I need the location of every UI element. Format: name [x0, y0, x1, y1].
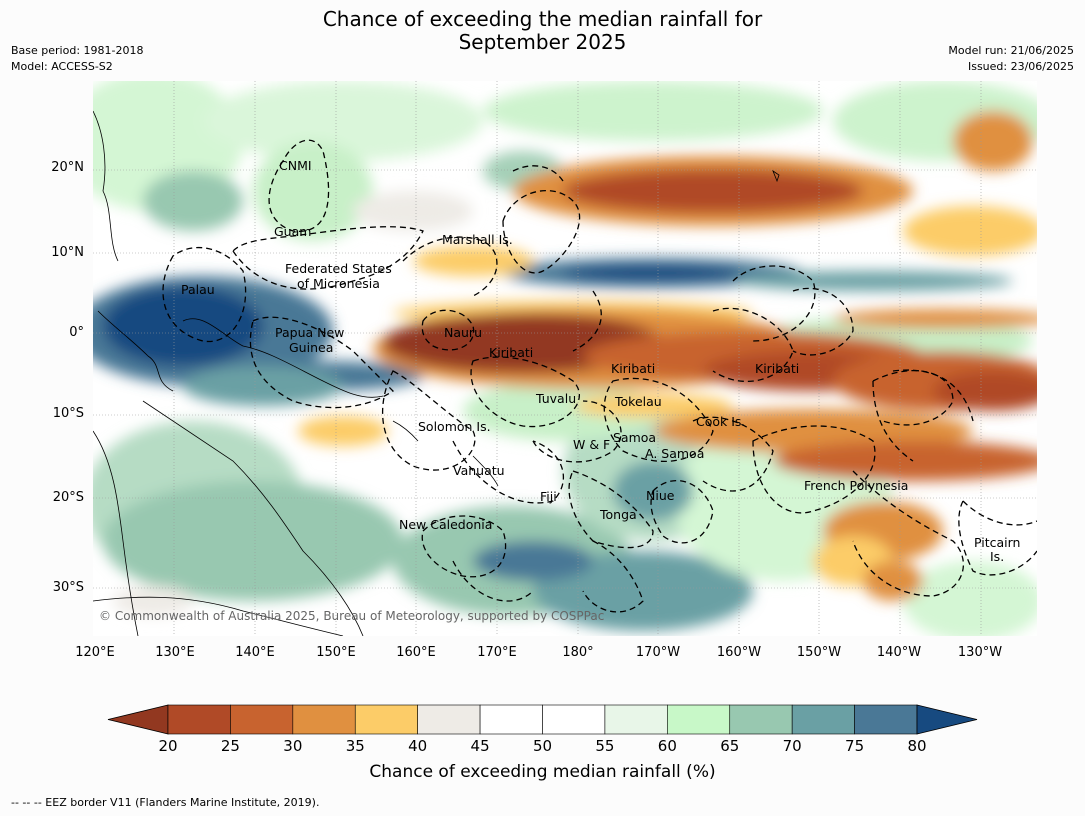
base-period: Base period: 1981-2018 — [11, 44, 144, 57]
lon-label-160e: 160°E — [396, 645, 436, 660]
colorbar-tick-label: 35 — [345, 737, 365, 755]
lat-label-20s: 20°S — [52, 490, 84, 505]
label-cnmi: CNMI — [279, 158, 312, 173]
chart-title: Chance of exceeding the median rainfall … — [0, 8, 1085, 54]
label-niue: Niue — [646, 488, 675, 503]
label-fsm-line2: of Micronesia — [297, 276, 380, 291]
lat-label-10s: 10°S — [52, 406, 84, 421]
colorbar-segment — [791, 704, 855, 735]
meta-left: Base period: 1981-2018 Model: ACCESS-S2 — [11, 43, 143, 75]
label-pitcairn-line2: Is. — [990, 549, 1004, 564]
colorbar-tick-label: 80 — [907, 737, 927, 755]
colorbar-segment — [479, 704, 543, 735]
lat-label-20n: 20°N — [51, 160, 84, 175]
label-new-caledonia: New Caledonia — [399, 517, 492, 532]
label-vanuatu: Vanuatu — [453, 463, 505, 478]
eez-borders — [162, 139, 1037, 613]
colorbar-segment — [604, 704, 668, 735]
label-nauru: Nauru — [444, 325, 482, 340]
rainfall-map: CNMI Guam Marshall Is. Federated States … — [93, 81, 1037, 636]
colorbar-tick-label: 70 — [782, 737, 802, 755]
meta-right: Model run: 21/06/2025 Issued: 23/06/2025 — [948, 43, 1074, 75]
map-canvas: CNMI Guam Marshall Is. Federated States … — [93, 81, 1037, 636]
label-palau: Palau — [181, 282, 215, 297]
lon-label-150w: 150°W — [796, 645, 842, 660]
copyright-notice: © Commonwealth of Australia 2025, Bureau… — [99, 609, 604, 623]
coastlines — [93, 110, 780, 636]
lon-label-170w: 170°W — [635, 645, 681, 660]
issued-date: Issued: 23/06/2025 — [967, 60, 1074, 73]
lat-label-30s: 30°S — [52, 580, 84, 595]
colorbar-segment — [729, 704, 793, 735]
label-pitcairn-line1: Pitcairn — [974, 535, 1020, 550]
label-guam: Guam — [274, 224, 311, 239]
graticule — [93, 81, 1037, 636]
colorbar-segment — [854, 704, 918, 735]
label-png-line2: Guinea — [289, 340, 333, 355]
label-tonga: Tonga — [599, 507, 637, 522]
colorbar-tick-label: 50 — [532, 737, 553, 755]
label-kiribati-central: Kiribati — [611, 361, 655, 376]
colorbar-segment — [230, 704, 294, 735]
label-american-samoa: A. Samoa — [645, 446, 704, 461]
lon-label-130e: 130°E — [155, 645, 195, 660]
label-tokelau: Tokelau — [614, 394, 662, 409]
colorbar-extend-low — [107, 704, 169, 735]
colorbar-extend-high — [916, 704, 978, 735]
label-solomon-is: Solomon Is. — [418, 419, 491, 434]
label-fsm-line1: Federated States — [285, 261, 392, 276]
label-french-polynesia: French Polynesia — [804, 478, 908, 493]
title-line-1: Chance of exceeding the median rainfall … — [322, 7, 763, 31]
colorbar-segment — [354, 704, 418, 735]
colorbar-tick-label: 20 — [158, 737, 178, 755]
colorbar-tick-label: 30 — [283, 737, 303, 755]
title-line-2: September 2025 — [458, 30, 627, 54]
colorbar-segment — [667, 704, 731, 735]
label-kiribati-east: Kiribati — [755, 361, 799, 376]
label-fiji: Fiji — [540, 489, 557, 504]
lon-label-130w: 130°W — [957, 645, 1003, 660]
lat-label-0: 0° — [69, 325, 84, 340]
colorbar-segment — [417, 704, 481, 735]
colorbar-segment — [167, 704, 231, 735]
colorbar-title: Chance of exceeding median rainfall (%) — [369, 762, 716, 782]
colorbar-tick-label: 45 — [470, 737, 490, 755]
lon-label-180: 180° — [562, 645, 594, 660]
colorbar-tick-label: 25 — [220, 737, 240, 755]
colorbar-tick-label: 65 — [720, 737, 740, 755]
colorbar-tick-label: 40 — [408, 737, 428, 755]
colorbar-segment — [542, 704, 606, 735]
label-png-line1: Papua New — [275, 325, 344, 340]
lon-label-150e: 150°E — [316, 645, 356, 660]
label-kiribati-west: Kiribati — [489, 345, 533, 360]
eez-footnote: -- -- -- EEZ border V11 (Flanders Marine… — [11, 796, 320, 809]
model-run: Model run: 21/06/2025 — [948, 44, 1074, 57]
label-marshall-is: Marshall Is. — [442, 232, 513, 247]
colorbar-tick-label: 75 — [845, 737, 865, 755]
colorbar-tick-label: 55 — [595, 737, 615, 755]
lon-label-120e: 120°E — [75, 645, 115, 660]
colorbar-segment — [292, 704, 356, 735]
lat-label-10n: 10°N — [51, 245, 84, 260]
lon-label-170e: 170°E — [477, 645, 517, 660]
model-name: Model: ACCESS-S2 — [11, 60, 113, 73]
lon-label-160w: 160°W — [716, 645, 762, 660]
lon-label-140w: 140°W — [876, 645, 922, 660]
label-cook-is: Cook Is. — [696, 414, 745, 429]
label-wallis-futuna: W & F — [573, 437, 610, 452]
probability-field — [93, 81, 1037, 636]
colorbar — [107, 704, 978, 735]
label-samoa: Samoa — [613, 430, 656, 445]
colorbar-tick-label: 60 — [657, 737, 677, 755]
place-labels: CNMI Guam Marshall Is. Federated States … — [99, 158, 1020, 623]
lon-label-140e: 140°E — [235, 645, 275, 660]
label-tuvalu: Tuvalu — [535, 391, 576, 406]
